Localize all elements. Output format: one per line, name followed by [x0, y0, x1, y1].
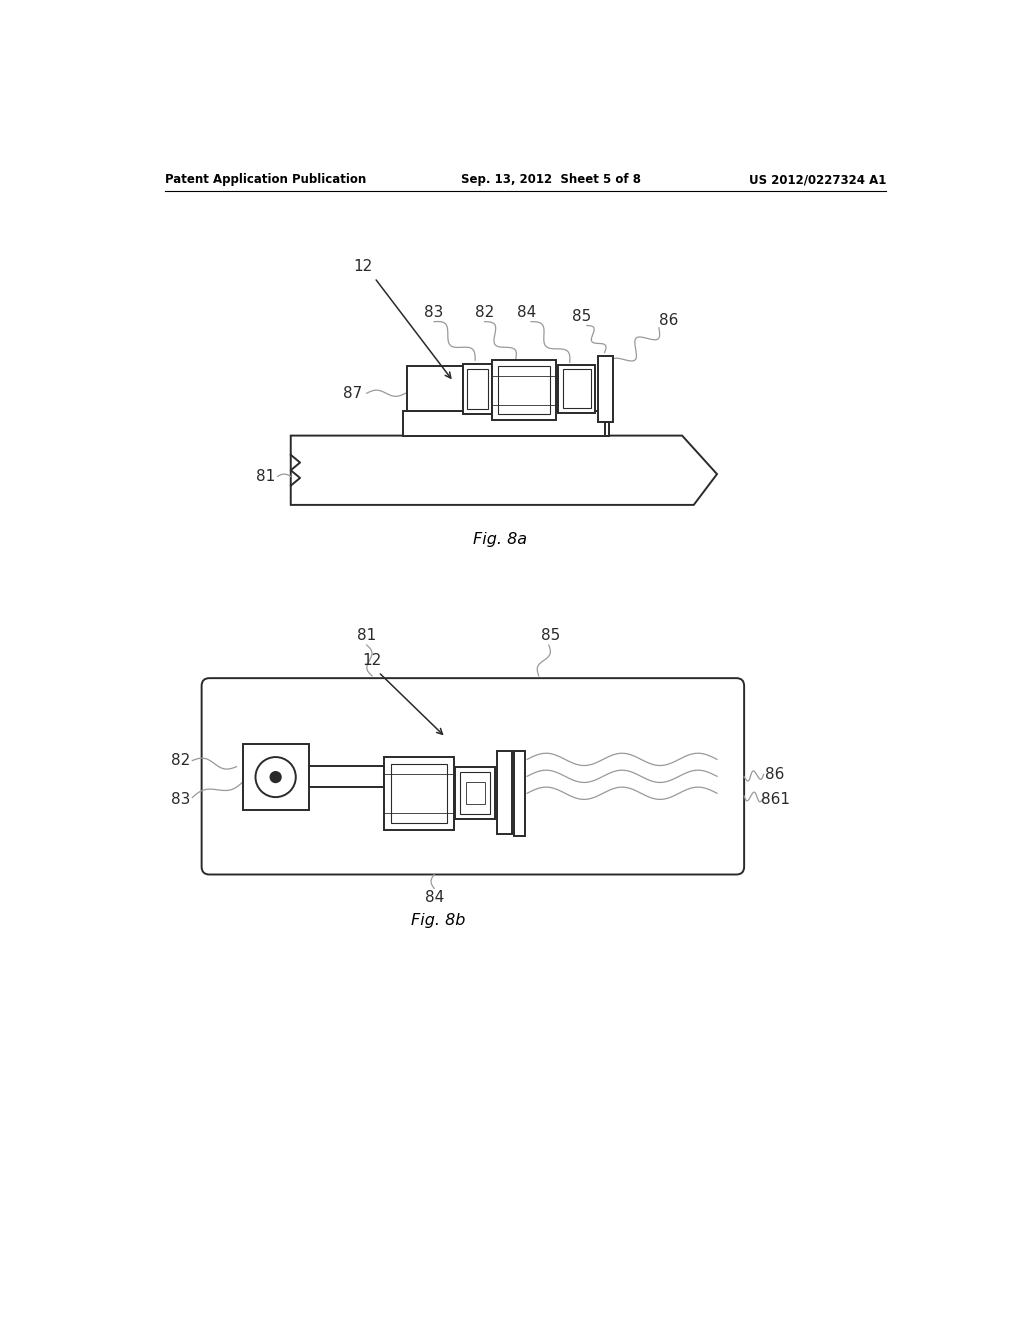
Bar: [558, 364, 595, 412]
Text: 861: 861: [761, 792, 790, 808]
Bar: [455, 767, 496, 818]
Bar: [514, 751, 525, 836]
Bar: [243, 744, 308, 810]
Text: 86: 86: [659, 313, 679, 327]
Text: 12: 12: [362, 653, 382, 668]
Polygon shape: [291, 436, 717, 506]
Bar: [463, 364, 493, 414]
Text: Patent Application Publication: Patent Application Publication: [165, 173, 367, 186]
Text: 81: 81: [256, 469, 275, 484]
Bar: [467, 370, 487, 409]
Text: US 2012/0227324 A1: US 2012/0227324 A1: [749, 173, 886, 186]
Bar: [466, 781, 484, 804]
Bar: [563, 370, 591, 408]
Text: 83: 83: [424, 305, 443, 319]
Text: 85: 85: [541, 628, 560, 643]
Text: 87: 87: [343, 385, 362, 401]
Text: Fig. 8b: Fig. 8b: [411, 913, 465, 928]
Text: 85: 85: [571, 309, 591, 323]
Text: 82: 82: [171, 752, 190, 768]
Circle shape: [270, 772, 281, 783]
Text: 82: 82: [475, 305, 495, 319]
Bar: [497, 751, 512, 834]
Bar: [403, 411, 608, 436]
Bar: [407, 367, 463, 411]
Bar: [384, 756, 454, 830]
Bar: [308, 766, 384, 787]
Text: Sep. 13, 2012  Sheet 5 of 8: Sep. 13, 2012 Sheet 5 of 8: [461, 173, 641, 186]
Text: Fig. 8a: Fig. 8a: [473, 532, 527, 546]
Bar: [391, 763, 446, 822]
Text: 86: 86: [765, 767, 784, 781]
FancyBboxPatch shape: [202, 678, 744, 875]
Text: 84: 84: [517, 305, 537, 319]
Text: 84: 84: [425, 890, 443, 906]
Text: 81: 81: [357, 628, 377, 643]
Bar: [493, 360, 556, 420]
Bar: [598, 355, 613, 422]
Bar: [499, 367, 550, 414]
Bar: [461, 772, 489, 813]
Circle shape: [255, 758, 296, 797]
Text: 83: 83: [171, 792, 190, 807]
Text: 12: 12: [353, 259, 373, 273]
